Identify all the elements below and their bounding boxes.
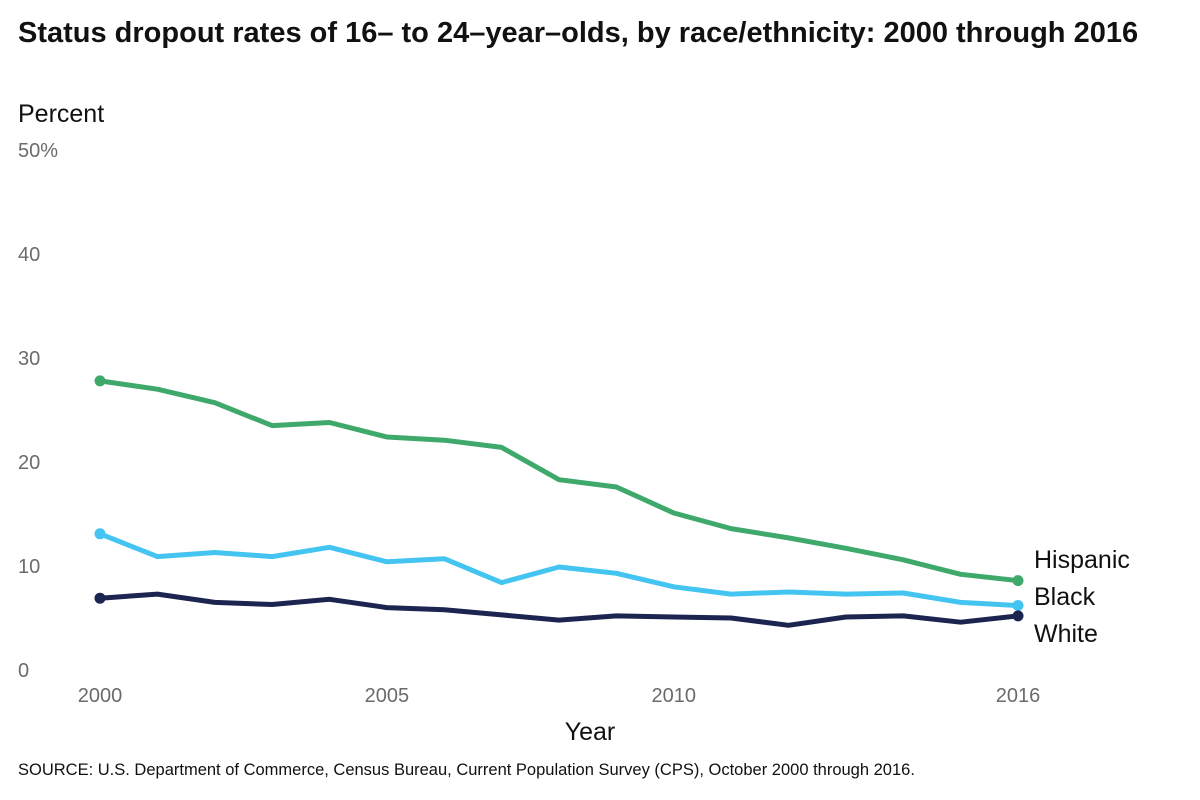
x-tick-label: 2005 <box>365 685 410 707</box>
series-endpoint-marker <box>94 375 106 387</box>
y-tick-label: 50% <box>18 140 58 162</box>
series-label-hispanic: Hispanic <box>1034 546 1130 574</box>
series-endpoint-marker <box>1012 600 1024 611</box>
series-endpoint-marker <box>94 592 106 604</box>
series-endpoint-marker <box>1012 610 1024 622</box>
series-hispanic: Hispanic <box>94 375 1130 587</box>
x-tick-label: 2010 <box>652 685 697 707</box>
series-black: Black <box>94 528 1096 611</box>
x-tick-label: 2000 <box>78 685 123 707</box>
y-tick-label: 40 <box>18 244 40 266</box>
y-axis-title: Percent <box>18 100 105 128</box>
y-tick-label: 10 <box>18 556 40 578</box>
series-label-black: Black <box>1034 583 1096 611</box>
series-endpoint-marker <box>1012 575 1024 587</box>
source-note: SOURCE: U.S. Department of Commerce, Cen… <box>18 761 915 779</box>
series-line-white <box>97 591 1021 628</box>
y-tick-label: 0 <box>18 660 29 682</box>
x-axis-title: Year <box>565 718 616 746</box>
series-line-hispanic <box>97 378 1021 584</box>
series-label-white: White <box>1034 620 1098 648</box>
series-line-black <box>97 531 1021 608</box>
x-tick-label: 2016 <box>996 685 1041 707</box>
series-endpoint-marker <box>94 528 106 540</box>
y-tick-label: 30 <box>18 348 40 370</box>
series-white: White <box>94 591 1098 648</box>
y-tick-label: 20 <box>18 452 40 474</box>
chart-title: Status dropout rates of 16– to 24–year–o… <box>18 17 1139 49</box>
